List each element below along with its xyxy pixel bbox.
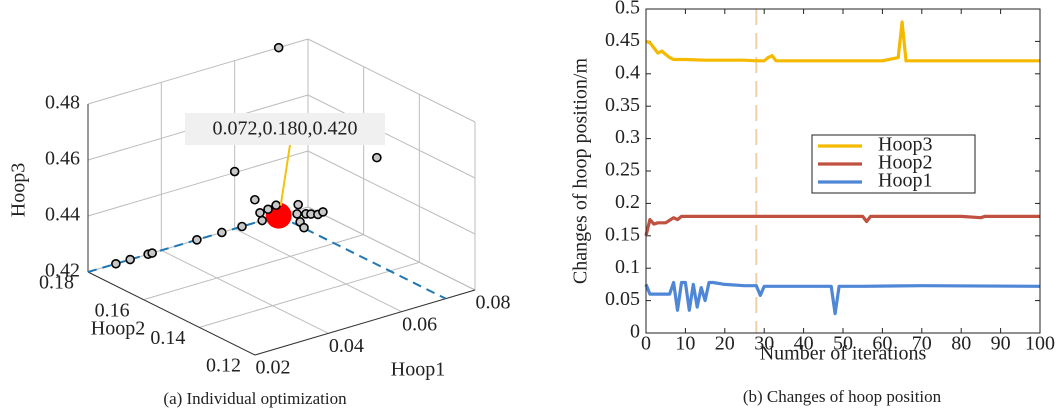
y-tick-label: 0.4 xyxy=(615,61,640,83)
x-tick-label: 50 xyxy=(833,333,853,355)
point xyxy=(229,166,240,177)
legend-label: Hoop2 xyxy=(878,152,932,174)
y-axis-label: Changes of hoop position/m xyxy=(570,58,592,285)
legend-label: Hoop1 xyxy=(878,170,932,192)
point xyxy=(192,235,202,245)
line xyxy=(645,20,1040,63)
point xyxy=(111,258,121,269)
point xyxy=(250,194,260,205)
axis-line xyxy=(254,289,476,356)
z-tick-label: 0.46 xyxy=(45,148,80,170)
y-tick-label: 0.3 xyxy=(615,126,640,148)
y-tick-label: 0.35 xyxy=(605,94,640,116)
point xyxy=(257,215,267,226)
x-axis-label: Number of iterations xyxy=(760,343,927,365)
point xyxy=(293,199,303,210)
point xyxy=(263,204,273,215)
point xyxy=(147,248,157,258)
grid-line xyxy=(307,38,476,123)
grid-line xyxy=(307,94,476,179)
point xyxy=(299,222,309,233)
point xyxy=(125,254,135,265)
annotation-text: 0.072,0.180,0.420 xyxy=(213,118,358,140)
x-tick-label: 30 xyxy=(754,333,774,355)
x-tick-label: 80 xyxy=(951,333,971,355)
z-axis-label: Hoop3 xyxy=(8,163,30,217)
y-tick-label: 0.2 xyxy=(615,191,640,213)
y-axis-label: Hoop2 xyxy=(91,318,145,340)
y-tick-label: 0.14 xyxy=(150,327,185,349)
line xyxy=(644,214,1040,237)
grid-line xyxy=(234,228,402,313)
y-tick-label: 0.12 xyxy=(206,355,241,377)
x-tick-label: 70 xyxy=(912,333,932,355)
point xyxy=(273,42,284,53)
z-tick-label: 0.42 xyxy=(45,260,80,282)
point xyxy=(292,209,302,219)
point xyxy=(255,207,265,218)
x-tick-label: 100 xyxy=(1025,333,1055,355)
legend-label: Hoop3 xyxy=(878,134,932,156)
y-tick-label: 0 xyxy=(630,321,640,343)
x-tick-label: 40 xyxy=(794,333,814,355)
grid-line xyxy=(161,249,329,334)
y-tick-label: 0.5 xyxy=(615,0,640,19)
y-tick-label: 0.16 xyxy=(95,299,130,321)
point xyxy=(237,221,247,232)
y-tick-label: 0.05 xyxy=(605,288,640,310)
y-tick-label: 0.15 xyxy=(605,223,640,245)
line xyxy=(644,280,1041,316)
annotation-box xyxy=(185,113,385,145)
grid-line xyxy=(307,150,476,235)
y-tick-label: 0.18 xyxy=(39,272,74,294)
z-tick-label: 0.48 xyxy=(45,92,80,114)
y-tick-label: 0.45 xyxy=(605,29,640,51)
z-tick-label: 0.44 xyxy=(45,204,80,226)
x-tick-label: 0 xyxy=(641,333,651,355)
x-tick-label: 60 xyxy=(872,333,892,355)
y-tick-label: 0.25 xyxy=(605,159,640,181)
x-tick-label: 0.06 xyxy=(402,313,437,335)
grid-line xyxy=(307,206,476,291)
x-tick-label: 0.02 xyxy=(256,357,291,379)
x-tick-label: 20 xyxy=(715,333,735,355)
grid-line xyxy=(199,261,420,328)
x-tick-label: 0.08 xyxy=(476,292,511,314)
grid-line xyxy=(87,150,309,217)
caption: (b) Changes of hoop position xyxy=(743,387,942,406)
point xyxy=(372,152,382,163)
x-tick-label: 0.04 xyxy=(329,335,364,357)
grid-line xyxy=(143,234,364,301)
y-tick-label: 0.1 xyxy=(615,256,640,278)
plot-frame xyxy=(645,8,1041,334)
point xyxy=(318,207,328,217)
x-tick-label: 90 xyxy=(991,333,1011,355)
point xyxy=(217,227,227,238)
x-tick-label: 10 xyxy=(675,333,695,355)
annotation-leader xyxy=(279,144,291,206)
grid-line xyxy=(87,38,309,105)
point xyxy=(271,200,281,211)
x-axis-label: Hoop1 xyxy=(391,359,445,381)
caption: (a) Individual optimization xyxy=(163,389,347,408)
axis-line xyxy=(87,271,256,356)
